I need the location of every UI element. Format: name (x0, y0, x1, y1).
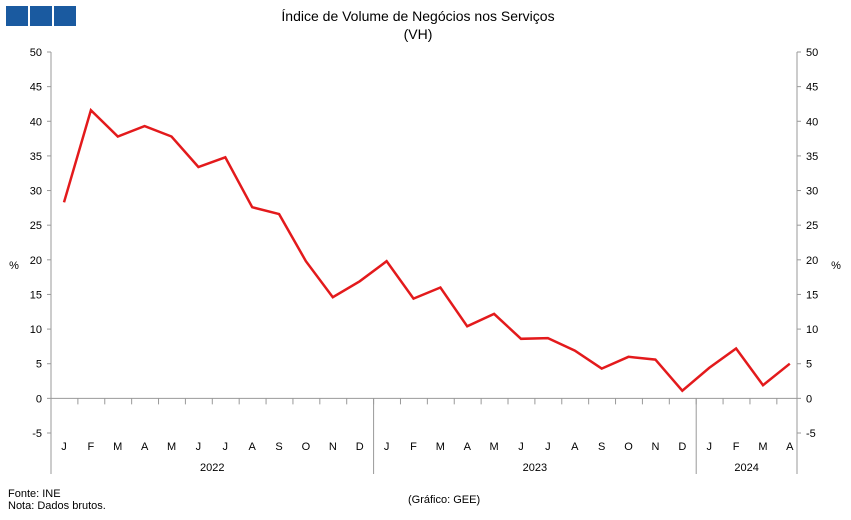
y-tick-label-right: -5 (806, 428, 816, 440)
y-tick-label-left: 20 (30, 255, 42, 267)
x-tick-label: A (141, 441, 149, 453)
chart-title: Índice de Volume de Negócios nos Serviço… (281, 8, 554, 24)
y-axis-label-right: % (831, 260, 841, 272)
y-tick-label-right: 50 (806, 47, 818, 59)
x-tick-label: N (329, 441, 337, 453)
x-tick-label: S (598, 441, 605, 453)
y-tick-label-left: 35 (30, 151, 42, 163)
logo-block-icon (6, 6, 28, 26)
y-tick-label-right: 10 (806, 324, 818, 336)
y-tick-label-right: 15 (806, 289, 818, 301)
x-tick-label: M (167, 441, 176, 453)
y-axis-label-left: % (9, 260, 19, 272)
x-tick-label: A (464, 441, 472, 453)
y-tick-label-right: 0 (806, 393, 812, 405)
logo-block-icon (30, 6, 52, 26)
x-tick-label: J (384, 441, 390, 453)
y-tick-label-left: 25 (30, 220, 42, 232)
x-tick-label: S (275, 441, 282, 453)
x-tick-label: N (651, 441, 659, 453)
x-tick-label: M (758, 441, 767, 453)
x-tick-label: J (61, 441, 67, 453)
series-layer (62, 107, 791, 393)
y-tick-label-right: 40 (806, 116, 818, 128)
y-tick-label-right: 45 (806, 82, 818, 94)
y-tick-label-right: 20 (806, 255, 818, 267)
x-tick-label: J (223, 441, 229, 453)
logo (6, 6, 78, 26)
x-tick-label: A (249, 441, 257, 453)
x-tick-label: A (571, 441, 579, 453)
data-note: Nota: Dados brutos. (8, 500, 106, 512)
x-tick-label: O (624, 441, 633, 453)
x-tick-label: F (410, 441, 417, 453)
x-tick-label: D (678, 441, 686, 453)
x-tick-label: M (436, 441, 445, 453)
logo-block-icon (54, 6, 76, 26)
x-tick-label: M (490, 441, 499, 453)
x-tick-label: A (786, 441, 794, 453)
year-label: 2022 (200, 462, 224, 474)
y-tick-label-left: 45 (30, 82, 42, 94)
year-label: 2023 (523, 462, 547, 474)
y-tick-label-right: 5 (806, 359, 812, 371)
y-tick-label-left: 50 (30, 47, 42, 59)
x-tick-label: F (733, 441, 740, 453)
y-tick-label-left: -5 (32, 428, 42, 440)
x-tick-label: J (706, 441, 712, 453)
y-tick-label-left: 15 (30, 289, 42, 301)
y-tick-label-right: 35 (806, 151, 818, 163)
series-line-vh (62, 107, 791, 393)
chart-credit: (Gráfico: GEE) (408, 494, 481, 506)
x-tick-label: J (545, 441, 551, 453)
x-tick-label: J (518, 441, 524, 453)
chart-subtitle: (VH) (404, 26, 433, 42)
source-note: Fonte: INE (8, 488, 61, 500)
y-tick-label-right: 25 (806, 220, 818, 232)
y-tick-label-left: 5 (36, 359, 42, 371)
x-tick-label: O (302, 441, 311, 453)
axes (47, 51, 801, 474)
x-tick-label: F (88, 441, 95, 453)
x-tick-label: M (113, 441, 122, 453)
x-tick-label: J (196, 441, 202, 453)
year-label: 2024 (734, 462, 758, 474)
y-tick-label-left: 0 (36, 393, 42, 405)
y-tick-label-left: 10 (30, 324, 42, 336)
y-tick-label-right: 30 (806, 186, 818, 198)
y-tick-label-left: 40 (30, 116, 42, 128)
y-tick-label-left: 30 (30, 186, 42, 198)
x-tick-label: D (356, 441, 364, 453)
